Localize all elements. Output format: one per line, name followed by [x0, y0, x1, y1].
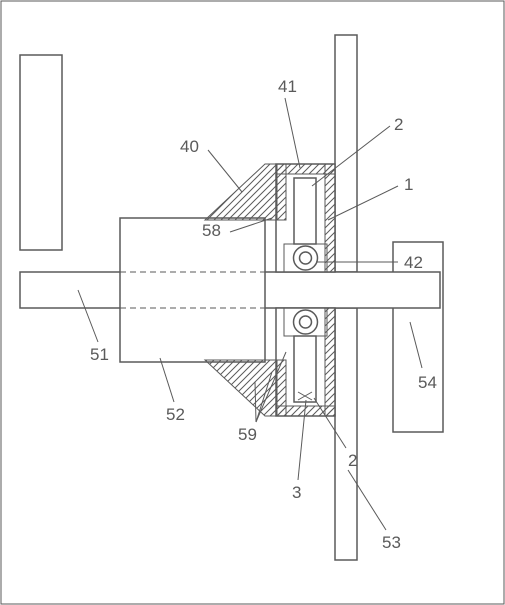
label-n40: 40 [180, 137, 199, 156]
label-n1: 1 [404, 175, 413, 194]
label-n53: 53 [382, 533, 401, 552]
label-n54: 54 [418, 373, 437, 392]
motor-block [120, 218, 265, 362]
leader-n52 [160, 358, 174, 402]
label-n2a: 2 [394, 115, 403, 134]
bearing-ball-lower [300, 316, 312, 328]
part-2-lower [294, 336, 316, 402]
part-2-upper [294, 178, 316, 244]
leader-n40 [208, 150, 242, 192]
diagram-canvas: 41 2 40 1 58 42 51 52 54 59 3 2 53 [0, 0, 505, 605]
leader-n41 [285, 98, 300, 168]
label-n58: 58 [202, 221, 221, 240]
label-n2b: 2 [348, 451, 357, 470]
label-n3: 3 [292, 483, 301, 502]
wedge-bot [205, 360, 277, 416]
label-n52: 52 [166, 405, 185, 424]
bearing-ball-upper [300, 252, 312, 264]
label-n51: 51 [90, 345, 109, 364]
label-n42: 42 [404, 253, 423, 272]
wedge-top [205, 164, 277, 220]
label-n59: 59 [238, 425, 257, 444]
vertical-plate-lower [335, 308, 357, 560]
left-arm [20, 55, 62, 250]
label-n41: 41 [278, 77, 297, 96]
